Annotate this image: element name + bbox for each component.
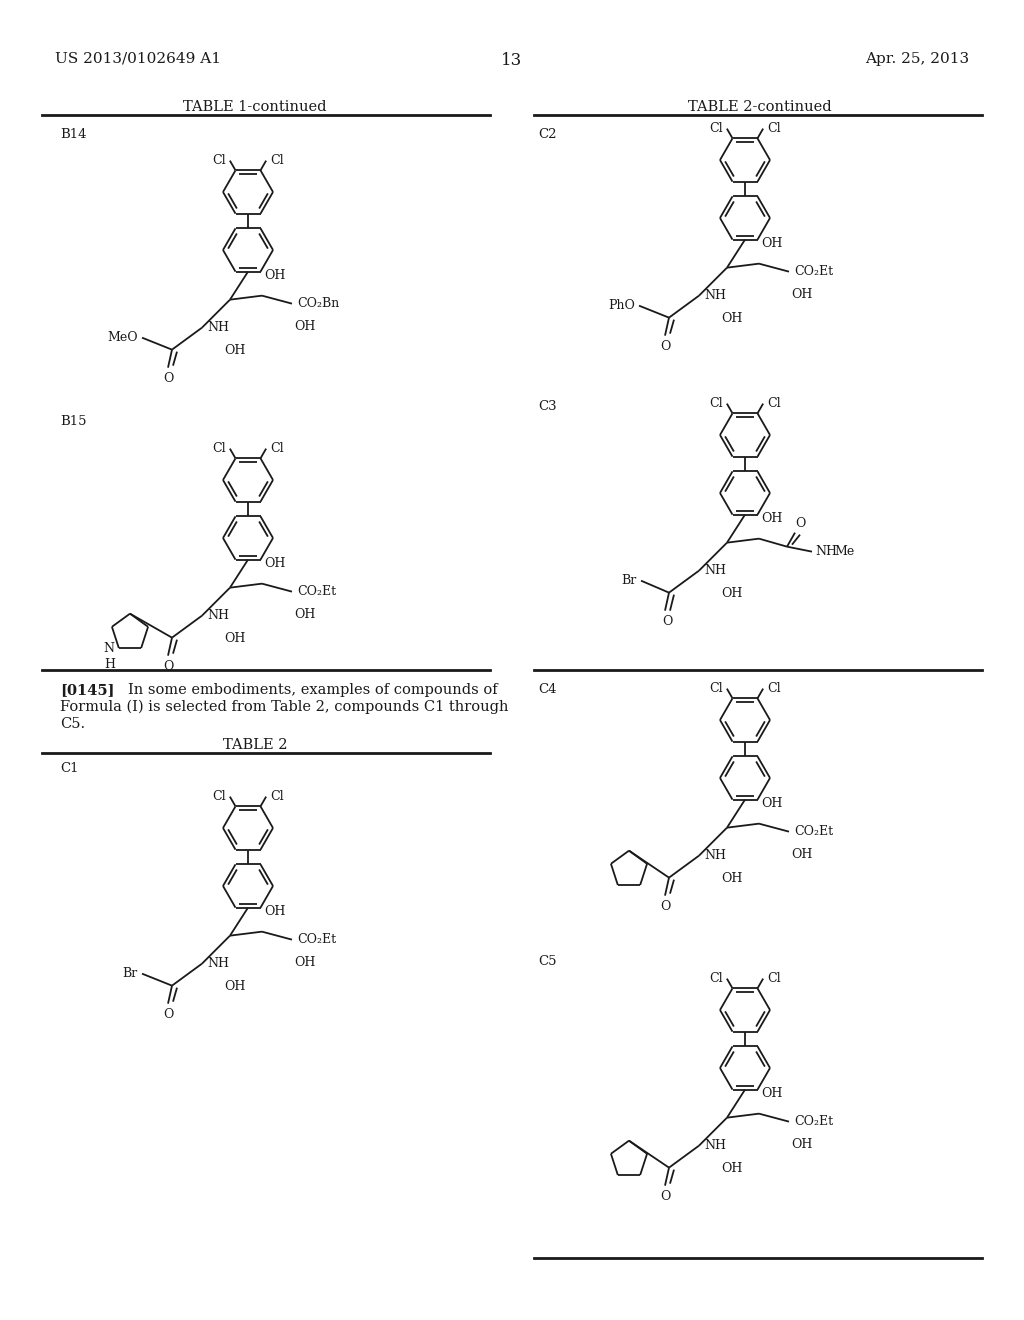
Text: CO₂Bn: CO₂Bn xyxy=(297,297,339,310)
Text: O: O xyxy=(659,339,670,352)
Text: O: O xyxy=(662,615,672,627)
Text: Cl: Cl xyxy=(270,154,284,168)
Text: TABLE 2: TABLE 2 xyxy=(223,738,288,752)
Text: OH: OH xyxy=(761,1086,782,1100)
Text: OH: OH xyxy=(264,269,286,281)
Text: C1: C1 xyxy=(60,762,79,775)
Text: OH: OH xyxy=(721,871,742,884)
Text: NH: NH xyxy=(705,849,726,862)
Text: CO₂Et: CO₂Et xyxy=(297,933,336,946)
Text: OH: OH xyxy=(721,1162,742,1175)
Text: O: O xyxy=(163,372,173,384)
Text: TABLE 1-continued: TABLE 1-continued xyxy=(183,100,327,114)
Text: NH: NH xyxy=(207,321,229,334)
Text: N: N xyxy=(103,642,115,655)
Text: Me: Me xyxy=(834,545,854,558)
Text: OH: OH xyxy=(224,343,246,356)
Text: Cl: Cl xyxy=(270,442,284,455)
Text: OH: OH xyxy=(791,288,812,301)
Text: C5.: C5. xyxy=(60,717,85,731)
Text: Cl: Cl xyxy=(710,397,723,411)
Text: CO₂Et: CO₂Et xyxy=(297,585,336,598)
Text: OH: OH xyxy=(264,904,286,917)
Text: CO₂Et: CO₂Et xyxy=(794,1115,834,1129)
Text: O: O xyxy=(163,1007,173,1020)
Text: Cl: Cl xyxy=(212,154,226,168)
Text: OH: OH xyxy=(224,632,246,644)
Text: TABLE 2-continued: TABLE 2-continued xyxy=(688,100,831,114)
Text: OH: OH xyxy=(224,979,246,993)
Text: Br: Br xyxy=(622,574,637,587)
Text: 13: 13 xyxy=(502,51,522,69)
Text: C5: C5 xyxy=(538,954,556,968)
Text: C2: C2 xyxy=(538,128,556,141)
Text: Cl: Cl xyxy=(212,791,226,803)
Text: NH: NH xyxy=(705,564,726,577)
Text: O: O xyxy=(659,900,670,912)
Text: US 2013/0102649 A1: US 2013/0102649 A1 xyxy=(55,51,221,66)
Text: OH: OH xyxy=(761,236,782,249)
Text: Br: Br xyxy=(123,968,138,981)
Text: Cl: Cl xyxy=(767,123,780,135)
Text: OH: OH xyxy=(761,797,782,809)
Text: Formula (I) is selected from Table 2, compounds C1 through: Formula (I) is selected from Table 2, co… xyxy=(60,700,509,714)
Text: Cl: Cl xyxy=(767,682,780,696)
Text: B14: B14 xyxy=(60,128,86,141)
Text: O: O xyxy=(795,516,805,529)
Text: Apr. 25, 2013: Apr. 25, 2013 xyxy=(865,51,969,66)
Text: Cl: Cl xyxy=(710,123,723,135)
Text: CO₂Et: CO₂Et xyxy=(794,825,834,838)
Text: O: O xyxy=(659,1189,670,1203)
Text: OH: OH xyxy=(791,847,812,861)
Text: OH: OH xyxy=(791,1138,812,1151)
Text: In some embodiments, examples of compounds of: In some embodiments, examples of compoun… xyxy=(128,682,498,697)
Text: C3: C3 xyxy=(538,400,557,413)
Text: B15: B15 xyxy=(60,414,86,428)
Text: Cl: Cl xyxy=(710,682,723,696)
Text: C4: C4 xyxy=(538,682,556,696)
Text: Cl: Cl xyxy=(212,442,226,455)
Text: MeO: MeO xyxy=(108,331,138,345)
Text: OH: OH xyxy=(294,956,315,969)
Text: CO₂Et: CO₂Et xyxy=(794,265,834,279)
Text: NH: NH xyxy=(705,1139,726,1152)
Text: Cl: Cl xyxy=(710,972,723,985)
Text: O: O xyxy=(163,660,173,673)
Text: NH: NH xyxy=(207,609,229,622)
Text: NH: NH xyxy=(705,289,726,302)
Text: OH: OH xyxy=(264,557,286,570)
Text: OH: OH xyxy=(761,512,782,524)
Text: Cl: Cl xyxy=(767,397,780,411)
Text: OH: OH xyxy=(294,607,315,620)
Text: OH: OH xyxy=(294,319,315,333)
Text: OH: OH xyxy=(721,586,742,599)
Text: [0145]: [0145] xyxy=(60,682,115,697)
Text: NH: NH xyxy=(815,545,837,558)
Text: OH: OH xyxy=(721,312,742,325)
Text: H: H xyxy=(103,659,115,671)
Text: Cl: Cl xyxy=(270,791,284,803)
Text: Cl: Cl xyxy=(767,972,780,985)
Text: NH: NH xyxy=(207,957,229,970)
Text: PhO: PhO xyxy=(608,300,635,312)
